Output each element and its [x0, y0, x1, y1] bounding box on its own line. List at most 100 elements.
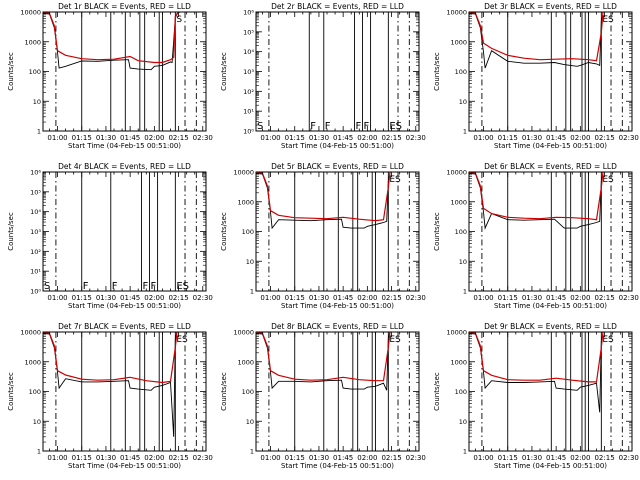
- x-axis-label: Start Time (04-Feb-15 00:51:00): [281, 302, 394, 310]
- detector-plot-1: Det 1r BLACK = Events, RED = LLD S 01:00 01…: [7, 2, 213, 150]
- y-tick-label: 10000: [20, 9, 41, 17]
- events-series-line: [255, 331, 391, 391]
- x-axis-label: Start Time (04-Feb-15 00:51:00): [494, 142, 607, 150]
- x-axis-label: Start Time (04-Feb-15 00:51:00): [281, 142, 394, 150]
- x-tick-label: 01:15: [72, 454, 92, 462]
- y-tick-label: 10: [246, 418, 254, 426]
- x-tick-label: 01:00: [260, 294, 280, 302]
- annotation-label: S: [257, 121, 263, 132]
- x-tick-label: 02:15: [594, 134, 614, 142]
- x-tick-label: 01:30: [309, 454, 329, 462]
- annotation-label: F: [364, 121, 370, 132]
- events-series-line: [42, 331, 178, 437]
- x-tick-label: 02:00: [357, 294, 377, 302]
- annotation-label: S: [176, 15, 182, 25]
- y-tick-label: 10⁶: [243, 9, 254, 17]
- x-tick-label: 01:45: [333, 454, 353, 462]
- plot-title: Det 7r BLACK = Events, RED = LLD: [58, 322, 191, 331]
- x-tick-label: 01:45: [333, 134, 353, 142]
- x-tick-label: 02:00: [144, 134, 164, 142]
- x-tick-label: 02:15: [594, 294, 614, 302]
- y-tick-label: 100: [29, 388, 41, 396]
- y-tick-label: 100: [455, 68, 467, 76]
- x-tick-label: 01:00: [47, 454, 67, 462]
- x-tick-label: 01:30: [309, 294, 329, 302]
- plot-title: Det 3r BLACK = Events, RED = LLD: [484, 2, 617, 11]
- y-tick-label: 10⁴: [243, 48, 254, 56]
- plot-frame: [42, 171, 207, 292]
- y-tick-label: 10²: [30, 248, 41, 256]
- detector-plot-8: Det 8r BLACK = Events, RED = LLD ES 01:00 0…: [220, 322, 426, 470]
- lld-series-line: [255, 171, 391, 222]
- x-tick-label: 02:30: [619, 134, 639, 142]
- x-tick-label: 02:00: [570, 134, 590, 142]
- detector-plot-3: Det 3r BLACK = Events, RED = LLD ES 01:00 0…: [433, 2, 639, 150]
- x-tick-label: 01:45: [333, 294, 353, 302]
- x-tick-label: 02:15: [381, 134, 401, 142]
- x-axis-label: Start Time (04-Feb-15 00:51:00): [68, 462, 181, 470]
- y-tick-label: 100: [455, 388, 467, 396]
- lld-series-line: [468, 331, 604, 383]
- plot-frame: [42, 11, 207, 132]
- x-tick-label: 01:15: [285, 134, 305, 142]
- annotation-label: S: [44, 281, 50, 292]
- annotation-label: ES: [176, 281, 189, 292]
- x-tick-label: 02:00: [144, 294, 164, 302]
- x-tick-label: 02:30: [406, 134, 426, 142]
- y-axis-label: Counts/sec: [7, 52, 15, 91]
- plot-title: Det 8r BLACK = Events, RED = LLD: [271, 322, 404, 331]
- x-tick-label: 01:00: [47, 294, 67, 302]
- x-tick-label: 01:45: [120, 454, 140, 462]
- y-tick-label: 10²: [243, 88, 254, 96]
- x-tick-label: 02:15: [168, 134, 188, 142]
- plot-frame: [42, 331, 207, 452]
- x-tick-label: 01:00: [260, 134, 280, 142]
- y-tick-label: 1000: [450, 38, 467, 46]
- y-tick-label: 100: [29, 68, 41, 76]
- y-tick-label: 10⁴: [30, 208, 41, 216]
- x-tick-label: 02:30: [193, 134, 213, 142]
- x-tick-label: 01:30: [522, 454, 542, 462]
- x-tick-label: 02:00: [570, 454, 590, 462]
- y-axis-label: Counts/sec: [7, 212, 15, 251]
- plot-title: Det 1r BLACK = Events, RED = LLD: [58, 2, 191, 11]
- y-tick-label: 10³: [243, 68, 254, 76]
- y-tick-label: 1000: [237, 198, 254, 206]
- x-tick-label: 01:30: [522, 294, 542, 302]
- x-tick-label: 01:00: [473, 134, 493, 142]
- y-tick-label: 10: [459, 418, 467, 426]
- x-tick-label: 01:30: [96, 294, 116, 302]
- y-axis-label: Counts/sec: [220, 372, 228, 411]
- y-tick-label: 10000: [233, 169, 254, 177]
- x-tick-label: 02:15: [168, 294, 188, 302]
- y-tick-label: 10000: [233, 329, 254, 337]
- y-tick-label: 1: [37, 448, 41, 456]
- y-tick-label: 10¹: [243, 108, 254, 116]
- y-tick-label: 1: [250, 288, 254, 296]
- y-tick-label: 1: [37, 128, 41, 136]
- y-tick-label: 10000: [446, 329, 467, 337]
- x-axis-label: Start Time (04-Feb-15 00:51:00): [68, 302, 181, 310]
- annotation-label: ES: [602, 335, 614, 345]
- annotation-label: F: [142, 281, 148, 292]
- lld-series-line: [255, 331, 391, 382]
- x-tick-label: 01:45: [546, 294, 566, 302]
- x-tick-label: 01:15: [285, 294, 305, 302]
- annotation-label: F: [151, 281, 157, 292]
- y-tick-label: 10: [33, 98, 41, 106]
- x-tick-label: 01:00: [47, 134, 67, 142]
- plot-frame: [255, 171, 420, 292]
- x-tick-label: 02:00: [144, 454, 164, 462]
- detector-plot-6: Det 6r BLACK = Events, RED = LLD ES 01:00 0…: [433, 162, 639, 310]
- y-tick-label: 10: [246, 258, 254, 266]
- events-series-line: [42, 11, 181, 71]
- x-tick-label: 01:00: [260, 454, 280, 462]
- annotation-label: ES: [389, 175, 401, 185]
- y-axis-label: Counts/sec: [433, 372, 441, 411]
- y-tick-label: 100: [242, 388, 254, 396]
- x-tick-label: 01:45: [120, 294, 140, 302]
- x-tick-label: 01:45: [546, 454, 566, 462]
